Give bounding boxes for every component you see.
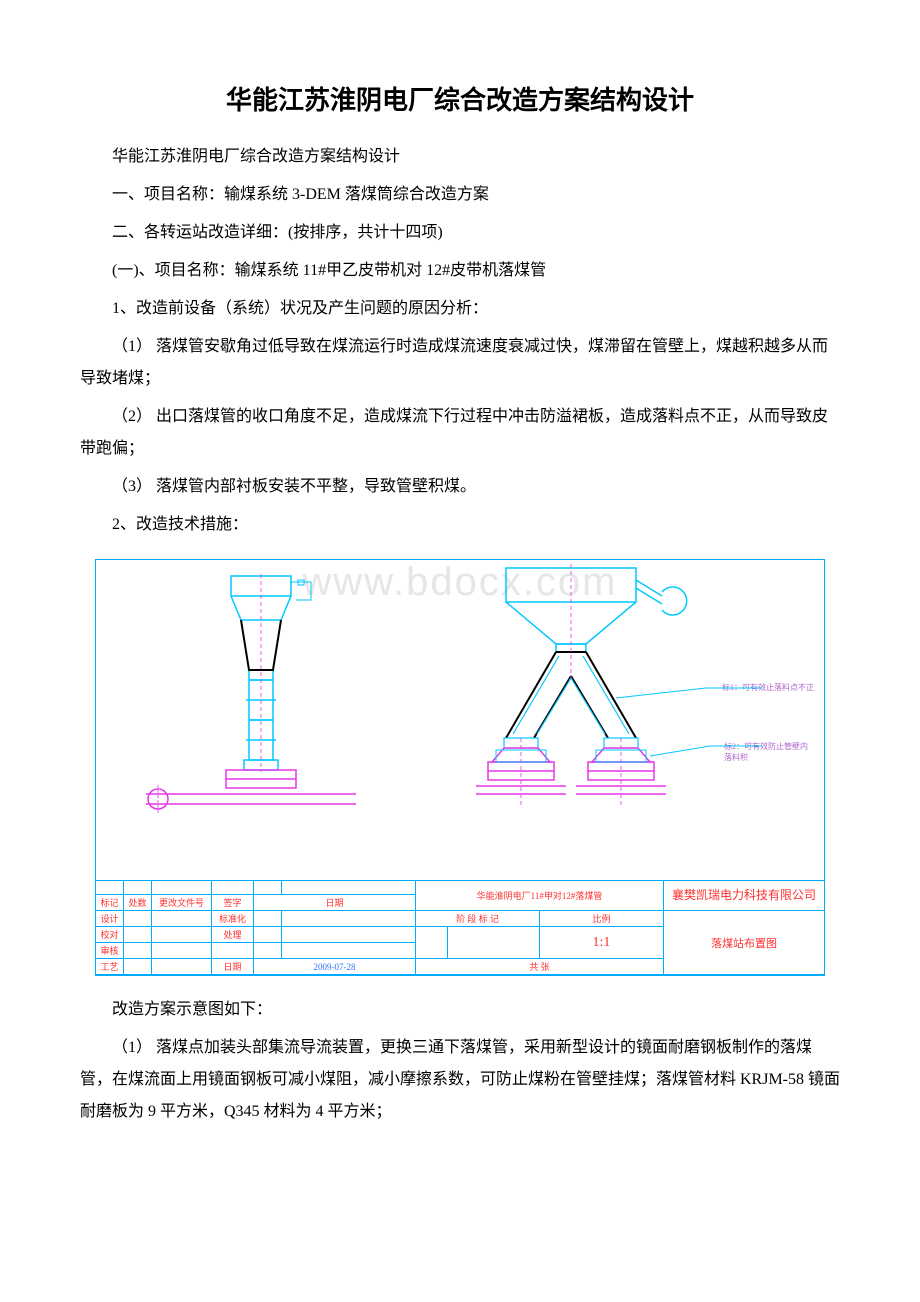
paragraph-diagram-caption: 改造方案示意图如下： <box>80 994 840 1026</box>
paragraph-item-1: (一)、项目名称：输煤系统 11#甲乙皮带机对 12#皮带机落煤管 <box>80 255 840 287</box>
tb-project-title: 华能淮阴电厂11#甲对12#落煤管 <box>416 881 664 911</box>
page-title: 华能江苏淮阴电厂综合改造方案结构设计 <box>80 80 840 117</box>
paragraph-measures-heading: 2、改造技术措施： <box>80 509 840 541</box>
tb-hdr-count: 处数 <box>124 895 152 911</box>
chute-drawing-right <box>406 548 766 858</box>
tb-hdr-sign: 签字 <box>212 895 254 911</box>
paragraph-section-2: 二、各转运站改造详细：(按排序，共计十四项) <box>80 217 840 249</box>
tb-std: 标准化 <box>212 911 254 927</box>
tb-row-design: 设计 <box>96 911 124 927</box>
tb-row-check: 校对 <box>96 927 124 943</box>
tb-stage-label: 阶 段 标 记 <box>416 911 540 927</box>
tb-hdr-mark: 标记 <box>96 895 124 911</box>
tb-ratio-label: 比例 <box>540 911 664 927</box>
paragraph-analysis-heading: 1、改造前设备（系统）状况及产生问题的原因分析： <box>80 293 840 325</box>
tb-proc: 处理 <box>212 927 254 943</box>
tb-sheet: 共 张 <box>416 959 664 975</box>
paragraph-cause-3: （3） 落煤管内部衬板安装不平整，导致管壁积煤。 <box>80 471 840 503</box>
paragraph-subtitle: 华能江苏淮阴电厂综合改造方案结构设计 <box>80 141 840 173</box>
tb-row-craft: 工艺 <box>96 959 124 975</box>
tb-ratio-value: 1:1 <box>540 927 664 959</box>
tb-row-audit: 审核 <box>96 943 124 959</box>
drawing-title-block: 标记 处数 更改文件号 签字 日期 设计 标准化 校对 处理 审核 工艺 日期 … <box>96 880 824 975</box>
tb-hdr-docno: 更改文件号 <box>152 895 212 911</box>
engineering-drawing: www.bdocx.com <box>95 559 825 976</box>
paragraph-measure-1: （1） 落煤点加装头部集流导流装置，更换三通下落煤管，采用新型设计的镜面耐磨钢板… <box>80 1032 840 1128</box>
tb-date-value: 2009-07-28 <box>254 959 416 975</box>
paragraph-cause-1: （1） 落煤管安歇角过低导致在煤流运行时造成煤流速度衰减过快，煤滞留在管壁上，煤… <box>80 331 840 395</box>
tb-date-label: 日期 <box>212 959 254 975</box>
paragraph-section-1: 一、项目名称：输煤系统 3-DEM 落煤筒综合改造方案 <box>80 179 840 211</box>
tb-hdr-date: 日期 <box>254 895 416 911</box>
tb-drawing-title: 落煤站布置图 <box>664 927 824 959</box>
paragraph-cause-2: （2） 出口落煤管的收口角度不足，造成煤流下行过程中冲击防溢裙板，造成落料点不正… <box>80 401 840 465</box>
chute-drawing-left <box>136 570 366 860</box>
tb-company: 襄樊凯瑞电力科技有限公司 <box>664 881 824 911</box>
